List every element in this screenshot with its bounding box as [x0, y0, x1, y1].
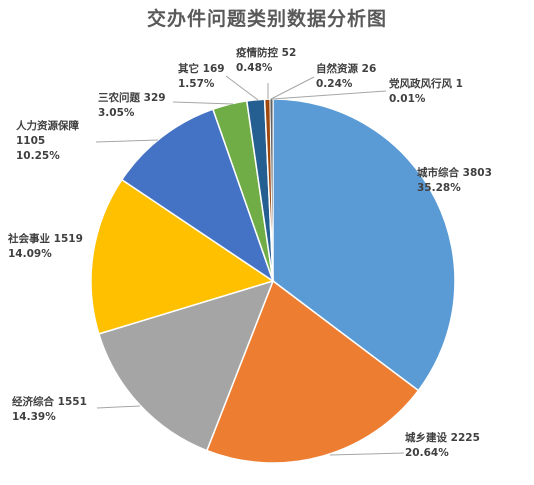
data-label-1: 城乡建设 2225 20.64%	[405, 431, 480, 459]
chart-title: 交办件问题类别数据分析图	[146, 8, 387, 30]
data-label-0: 城市综合 3803 35.28%	[417, 166, 492, 194]
leader-line-2	[96, 405, 141, 409]
leader-line-4	[95, 139, 159, 143]
slice-2	[97, 279, 275, 452]
data-labels: 城市综合 3803 35.28% 城乡建设 2225 20.64% 经济综合 1551 1…	[7, 46, 492, 459]
slice-0	[272, 98, 456, 392]
data-label-7: 疫情防控 52 0.48%	[236, 46, 296, 74]
leader-line-5	[172, 101, 234, 105]
leader-lines	[95, 75, 405, 456]
leader-line-1	[329, 452, 405, 456]
leader-line-9	[272, 90, 387, 100]
pie-slices	[90, 98, 456, 464]
data-label-5: 三农问题 329 3.05%	[98, 91, 166, 119]
data-label-6: 其它 169 1.57%	[178, 62, 225, 90]
data-label-2: 经济综合 1551 14.39%	[12, 395, 87, 423]
data-label-4: 人力资源保障 1105 10.25%	[16, 119, 79, 162]
data-label-9: 党风政风行风 1 0.01%	[389, 77, 463, 105]
slice-4	[120, 108, 275, 283]
slice-3	[90, 178, 275, 335]
leader-line-6	[225, 75, 259, 101]
data-label-8: 自然资源 26 0.24%	[316, 62, 376, 90]
slice-1	[205, 279, 420, 464]
data-label-3: 社会事业 1519 14.09%	[7, 232, 83, 260]
leader-line-8	[270, 76, 315, 100]
